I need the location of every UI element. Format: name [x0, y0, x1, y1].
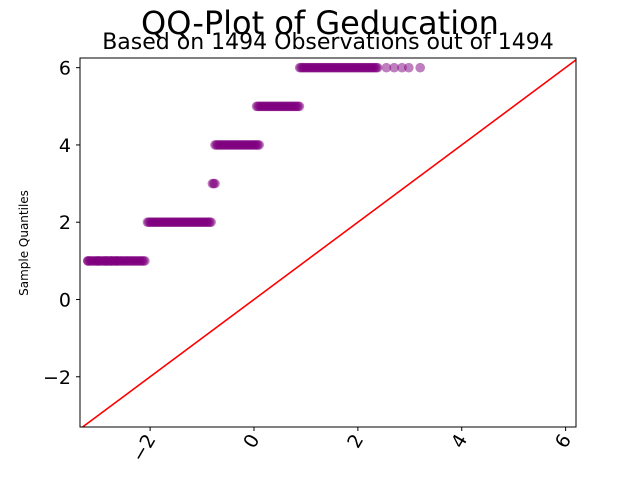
data-point	[206, 217, 216, 227]
y-axis: −2 0 2 4 6	[43, 58, 80, 389]
y-tick-label: 4	[59, 135, 71, 157]
data-point	[140, 256, 150, 266]
y-tick-label: 0	[59, 289, 71, 311]
data-point	[404, 62, 414, 73]
x-tick-label: 2	[343, 431, 368, 452]
data-point	[294, 101, 305, 112]
data-points-layer	[83, 62, 426, 266]
x-tick-label: −2	[127, 431, 160, 466]
x-tick-label: 4	[447, 431, 472, 452]
data-point	[397, 62, 407, 73]
data-point	[93, 256, 103, 266]
x-axis: −2 0 2 4 6	[127, 427, 576, 466]
data-point	[83, 256, 93, 266]
data-point	[254, 140, 264, 150]
y-axis-label: Sample Quantiles	[17, 190, 31, 296]
chart-title: QQ-Plot of Geducation	[141, 4, 499, 42]
data-point	[210, 178, 220, 189]
x-tick-label: 6	[551, 431, 576, 452]
x-tick-label: 0	[239, 431, 264, 452]
chart-subtitle: Based on 1494 Observations out of 1494	[102, 30, 554, 55]
reference-line-layer	[81, 58, 576, 427]
data-point	[381, 62, 392, 73]
data-point	[415, 62, 426, 73]
plot-frame	[79, 57, 577, 428]
data-point	[372, 62, 383, 73]
reference-line	[81, 58, 576, 427]
y-tick-label: −2	[43, 367, 71, 389]
y-tick-label: 6	[59, 58, 71, 80]
data-point	[111, 256, 122, 266]
data-point	[389, 62, 400, 73]
y-tick-label: 2	[59, 212, 71, 234]
